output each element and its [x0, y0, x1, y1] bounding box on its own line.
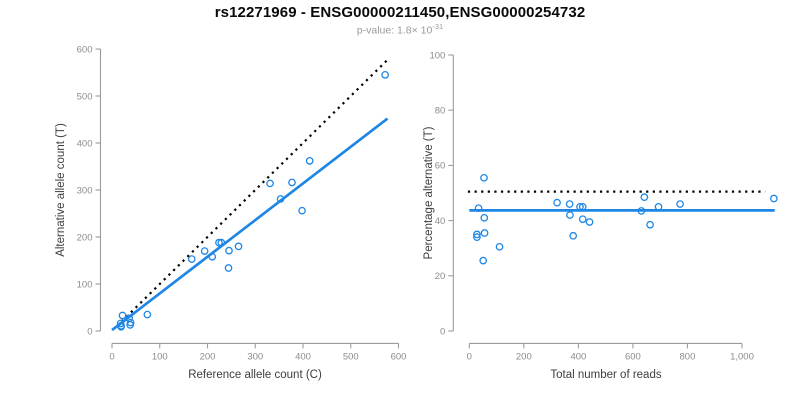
x-tick-label: 600: [625, 351, 641, 362]
y-tick-label: 200: [77, 232, 93, 243]
data-point: [298, 206, 306, 215]
data-point: [474, 204, 483, 213]
data-point: [565, 200, 574, 208]
data-point: [770, 194, 778, 203]
data-point: [480, 229, 489, 237]
y-tick-label: 60: [435, 161, 446, 172]
y-tick-label: 600: [77, 44, 93, 55]
y-tick-label: 0: [87, 326, 92, 337]
data-point: [117, 322, 125, 331]
data-point: [215, 238, 223, 247]
data-point: [576, 202, 584, 211]
right-yaxis-title: Percentage alternative (T): [423, 126, 435, 259]
data-point: [480, 213, 489, 222]
x-tick-label: 1,000: [730, 351, 754, 362]
x-tick-label: 200: [516, 351, 532, 362]
left-yaxis-title: Alternative allele count (T): [55, 123, 67, 257]
percentage-plot: 0 200 400 600 800 1,000 0 20 40 60 80 100 Total num…: [423, 50, 778, 381]
data-point: [225, 246, 233, 255]
data-point: [288, 178, 296, 187]
pvalue-exponent: -31: [432, 22, 444, 31]
allele-count-plot: 0 100 200 300 400 500 600 0 100 200 300 400 500 600 R…: [55, 44, 406, 381]
data-point: [200, 247, 209, 255]
x-tick-label: 400: [295, 351, 311, 362]
right-xaxis-title: Total number of reads: [550, 369, 661, 381]
x-tick-label: 100: [152, 351, 168, 362]
data-point: [553, 198, 561, 207]
x-tick-label: 200: [200, 351, 216, 362]
pvalue-text: p-value: 1.8× 10: [356, 24, 433, 37]
figure-subtitle: p-value: 1.8× 10-31: [0, 22, 800, 37]
data-point: [640, 193, 649, 201]
regression-line: [111, 117, 389, 332]
data-point: [578, 215, 587, 224]
x-tick-label: 300: [247, 351, 263, 362]
data-point: [479, 256, 488, 265]
data-point: [654, 202, 663, 211]
data-point: [266, 179, 274, 188]
data-point: [578, 202, 587, 211]
data-point: [381, 71, 389, 79]
data-point: [637, 207, 646, 215]
data-point: [217, 238, 226, 247]
data-point: [473, 233, 481, 242]
x-tick-label: 600: [391, 351, 407, 362]
data-point: [234, 242, 243, 251]
y-tick-label: 300: [77, 185, 93, 196]
figure-title: rs12271969 - ENSG00000211450,ENSG0000025…: [214, 4, 586, 21]
left-xaxis-title: Reference allele count (C): [188, 369, 322, 381]
y-tick-label: 400: [77, 138, 93, 149]
data-point: [208, 252, 217, 261]
y-tick-label: 100: [77, 279, 93, 290]
y-tick-label: 0: [440, 326, 445, 337]
data-point: [276, 195, 285, 203]
data-point: [646, 220, 654, 229]
data-point: [473, 230, 481, 239]
y-tick-label: 500: [77, 91, 93, 102]
data-point: [495, 242, 504, 251]
data-point: [676, 200, 684, 208]
data-point: [569, 231, 578, 240]
data-point: [305, 157, 314, 165]
y-tick-label: 80: [435, 106, 446, 117]
y-tick-label: 40: [435, 216, 446, 227]
identity-line: [120, 59, 389, 323]
x-tick-label: 0: [467, 351, 472, 362]
data-point: [187, 255, 196, 263]
y-tick-label: 100: [429, 50, 445, 61]
data-point: [143, 310, 152, 319]
data-point: [118, 311, 127, 320]
x-tick-label: 800: [680, 351, 696, 362]
data-point: [224, 264, 233, 272]
data-point: [126, 321, 134, 329]
data-point: [585, 218, 594, 226]
y-tick-label: 20: [435, 271, 446, 282]
data-point: [566, 211, 574, 219]
x-tick-label: 0: [109, 351, 114, 362]
data-point: [480, 173, 488, 182]
x-tick-label: 400: [570, 351, 586, 362]
x-tick-label: 500: [343, 351, 359, 362]
